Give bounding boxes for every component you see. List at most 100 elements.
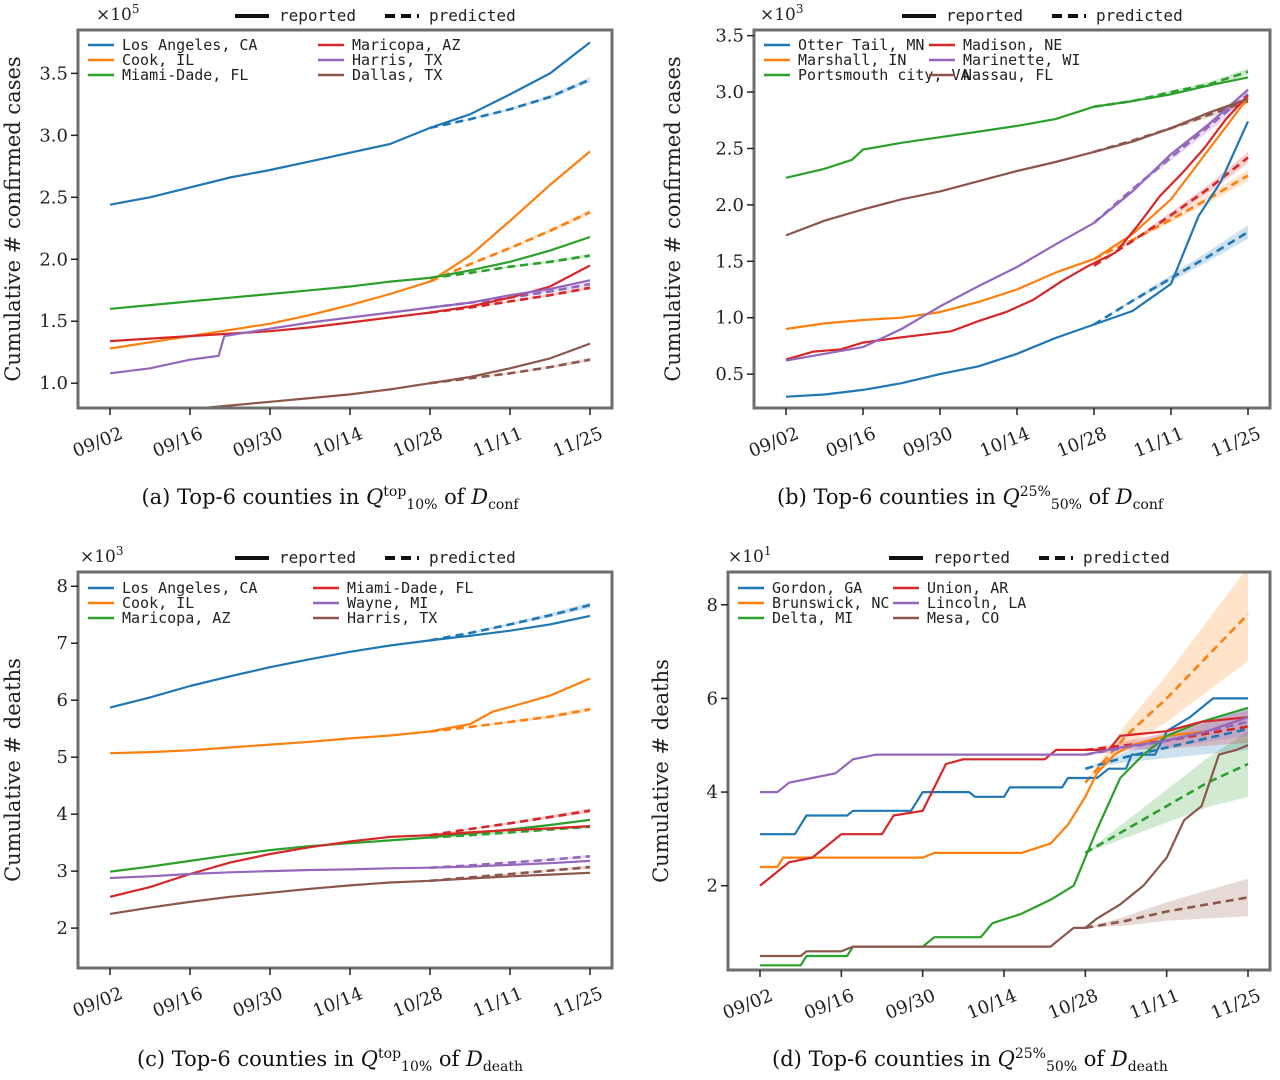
legend-predicted-label: predicted [429, 548, 516, 567]
predicted-line [1084, 613, 1249, 784]
legend-label: Cook, IL [122, 51, 194, 69]
chart-panel-d: 2 4 6 8 09/02 09/16 09/30 10/14 10/28 11/11 11/25 C… [649, 544, 1272, 1024]
caption-d: (d) Top-6 counties in Q25%50% of Ddeath [772, 1046, 1168, 1076]
legend-label: Maricopa, AZ [352, 36, 460, 54]
reported-line [109, 235, 591, 310]
predicted-line [429, 254, 591, 280]
y-tick-label: 1.0 [39, 373, 68, 394]
x-tick-label: 09/16 [801, 985, 857, 1024]
reported-line [785, 120, 1250, 398]
legend-label: Wayne, MI [347, 594, 428, 612]
caption-c: (c) Top-6 counties in Qtop10% of Ddeath [136, 1046, 524, 1076]
axis-multiplier-exponent: 3 [796, 2, 804, 16]
y-axis-label: Cumulative # confirmed cases [1, 56, 25, 381]
reported-line [759, 716, 1249, 887]
y-axis-label: Cumulative # confirmed cases [661, 56, 685, 381]
predicted-line [429, 603, 591, 642]
legend-label: Brunswick, NC [772, 594, 889, 612]
y-tick-label: 3 [57, 861, 68, 882]
prediction-band [1094, 68, 1248, 107]
legend-reported-label: reported [279, 548, 356, 567]
x-tick-label: 11/25 [550, 423, 606, 462]
reported-line [109, 614, 591, 709]
y-tick-label: 1.5 [715, 251, 744, 272]
legend-predicted-label: predicted [429, 6, 516, 25]
axis-multiplier: ×103 [80, 544, 124, 567]
plot-frame [76, 570, 614, 970]
x-tick-label: 11/25 [1208, 985, 1264, 1024]
plot-area [785, 68, 1250, 398]
reported-line [785, 97, 1249, 331]
x-tick-label: 09/30 [900, 423, 956, 462]
y-tick-label: 4 [707, 782, 718, 803]
reported-line [785, 88, 1249, 362]
legend-predicted-label: predicted [1096, 6, 1183, 25]
legend-label: Gordon, GA [772, 579, 862, 597]
axis-multiplier: ×103 [760, 2, 804, 25]
chart-panel-b: 0.5 1.0 1.5 2.0 2.5 3.0 3.5 09/02 09/16 09/30 10/1… [661, 2, 1272, 462]
x-tick-label: 11/11 [470, 423, 526, 462]
legend-label: Lincoln, LA [927, 594, 1026, 612]
plot-area [109, 41, 591, 408]
y-tick-label: 6 [57, 690, 68, 711]
legend-label: Mesa, CO [927, 609, 999, 627]
x-tick-label: 09/02 [746, 423, 802, 462]
plot-frame [76, 28, 614, 410]
reported-line [109, 871, 591, 915]
y-tick-label: 8 [57, 576, 68, 597]
reported-line [785, 76, 1249, 179]
legend-label: Harris, TX [352, 51, 442, 69]
x-tick-label: 10/14 [310, 983, 366, 1022]
legend-label: Madison, NE [963, 36, 1062, 54]
legend-reported-label: reported [946, 6, 1023, 25]
y-tick-label: 3.0 [715, 82, 744, 103]
legend-label: Marinette, WI [963, 51, 1080, 69]
x-tick-label: 09/16 [150, 423, 206, 462]
legend-label: Harris, TX [347, 609, 437, 627]
y-tick-label: 1.5 [39, 311, 68, 332]
legend-reported-label: reported [933, 548, 1010, 567]
legend-label: Dallas, TX [352, 66, 442, 84]
legend-label: Marshall, IN [798, 51, 906, 69]
axis-multiplier-exponent: 1 [764, 544, 772, 558]
legend-reported-label: reported [279, 6, 356, 25]
plot-frame [752, 28, 1272, 410]
legend-label: Los Angeles, CA [122, 36, 257, 54]
x-tick-label: 11/11 [470, 983, 526, 1022]
legend-label: Union, AR [927, 579, 1009, 597]
x-tick-label: 10/28 [390, 423, 446, 462]
x-tick-label: 09/30 [883, 985, 939, 1024]
y-tick-label: 6 [707, 688, 718, 709]
x-tick-label: 09/16 [150, 983, 206, 1022]
predicted-line [1084, 762, 1249, 855]
legend-label: Otter Tail, MN [798, 36, 924, 54]
y-axis-label: Cumulative # deaths [649, 659, 673, 883]
predicted-line [1093, 70, 1249, 108]
predicted-line [429, 809, 591, 837]
legend-label: Miami-Dade, FL [347, 579, 473, 597]
prediction-band [1085, 572, 1248, 783]
plot-area [109, 602, 591, 915]
predicted-line [429, 78, 591, 130]
legend-label: Miami-Dade, FL [122, 66, 248, 84]
y-tick-label: 3.5 [39, 63, 68, 84]
legend-label: Los Angeles, CA [122, 579, 257, 597]
y-tick-label: 7 [57, 633, 68, 654]
x-tick-label: 09/02 [720, 985, 776, 1024]
prediction-band [1085, 878, 1248, 928]
reported-line [785, 94, 1249, 361]
legend-label: Cook, IL [122, 594, 194, 612]
predicted-line [1085, 896, 1249, 930]
reported-line [109, 859, 591, 880]
reported-line [760, 716, 1249, 869]
reported-line [191, 342, 591, 408]
x-tick-label: 09/16 [823, 423, 879, 462]
chart-panel-c: 2 3 4 5 6 7 8 09/02 09/16 09/30 10/14 10/28 11/11 11/… [1, 544, 614, 1022]
predicted-line [429, 211, 591, 283]
reported-line [760, 706, 1249, 967]
x-tick-label: 10/28 [1054, 423, 1110, 462]
reported-line [785, 97, 1249, 237]
x-tick-label: 10/14 [310, 423, 366, 462]
x-tick-label: 11/25 [550, 983, 606, 1022]
